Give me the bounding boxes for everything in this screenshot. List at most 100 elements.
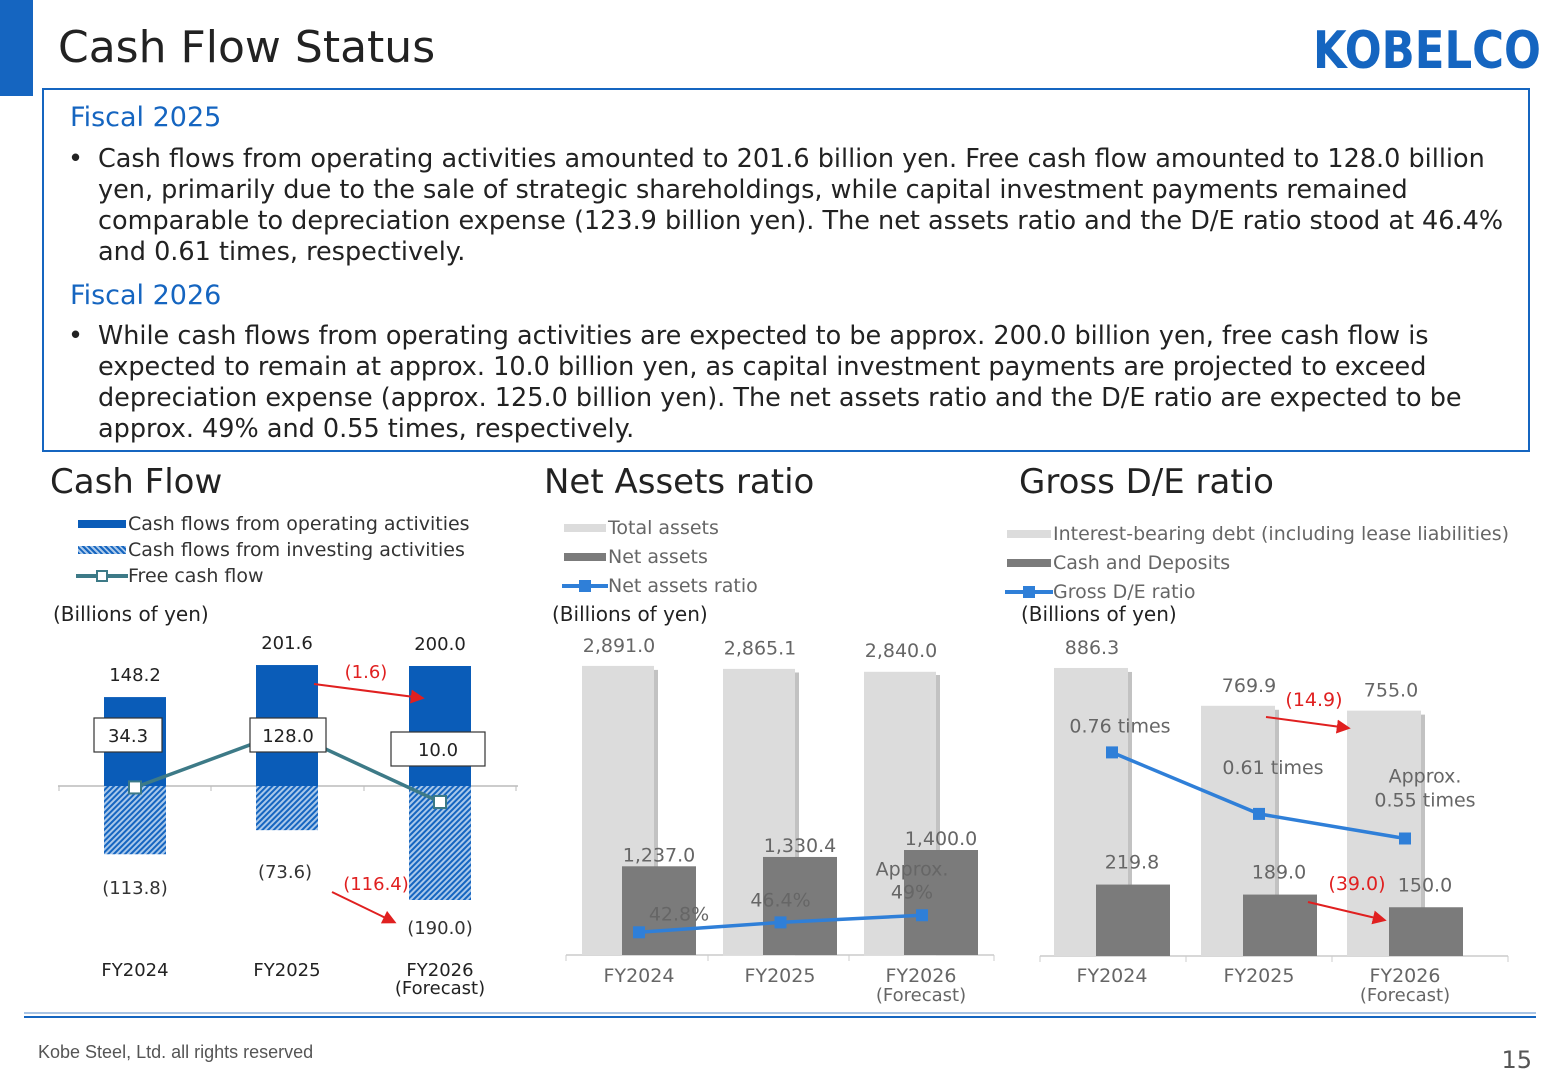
free-cash-flow-point [128,780,142,795]
legend-swatch-debt [1005,521,1053,547]
title-accent-bar [0,0,33,96]
cash-change-label: (39.0) [1328,873,1385,895]
free-cash-flow-label-box [93,717,163,753]
total-assets-bar-shadow [936,675,940,955]
cash-label: 150.0 [1398,874,1452,896]
total-assets-label: 2,840.0 [865,640,938,662]
legend-item-debt: Interest-bearing debt (including lease l… [1005,519,1509,548]
legend-item-operating: Cash flows from operating activities [76,511,470,537]
category-label: FY2025 [1224,965,1295,987]
cash-bar [1096,884,1170,956]
operating-cf-bar [409,666,471,786]
net-assets-ratio-label: 46.4% [750,889,810,911]
svg-text:KOBELCO: KOBELCO [1313,24,1541,74]
net-assets-bar [622,866,696,955]
net-assets-legend: Total assets Net assets Net assets ratio [562,513,758,600]
net-assets-chart: 2,891.0 2,865.1 2,840.0 1,237.0 1,330.4 1,400… [565,635,995,1006]
legend-label-investing: Cash flows from investing activities [128,539,465,561]
change-arrow [313,683,425,704]
legend-item-fcf: Free cash flow [76,563,470,589]
operating-cf-label: 200.0 [414,634,466,655]
legend-label-operating: Cash flows from operating activities [128,513,470,535]
legend-swatch-cash [1005,550,1053,576]
net-assets-ratio-point [633,926,645,939]
cash-flow-title: Cash Flow [50,462,223,502]
category-sublabel: (Forecast) [395,978,485,999]
gross-de-ratio-prefix: Approx. [1389,766,1462,788]
gross-de-chart: 886.3 769.9 755.0 219.8 189.0 150.0 0.76 times… [1039,637,1509,1006]
legend-swatch-fcf [76,563,128,589]
debt-bar-shadow [1128,671,1132,956]
gross-de-legend: Interest-bearing debt (including lease l… [1005,519,1509,606]
cash-flow-units: (Billions of yen) [53,602,209,626]
operating-cf-label: 148.2 [109,665,161,686]
legend-item-investing: Cash flows from investing activities [76,537,470,563]
total-assets-bar-shadow [795,672,799,955]
net-assets-ratio-point [774,916,787,929]
legend-item-cash: Cash and Deposits [1005,548,1509,577]
investing-cf-label: (73.6) [258,862,312,883]
net-assets-bar [904,850,978,955]
net-assets-label: 1,330.4 [764,835,837,857]
legend-label-debt: Interest-bearing debt (including lease l… [1053,522,1510,545]
category-label: FY2026 [886,965,957,987]
total-assets-label: 2,891.0 [583,635,656,657]
page-title: Cash Flow Status [58,22,436,73]
gross-de-ratio-label: 0.61 times [1222,757,1323,779]
free-cash-flow-point [433,795,447,809]
debt-change-label: (14.9) [1285,689,1342,711]
cash-bar [1243,894,1317,956]
investing-cf-change-label: (116.4) [343,874,409,895]
net-assets-label: 1,237.0 [623,844,696,866]
category-label: FY2025 [745,965,816,987]
investing-cf-label: (190.0) [407,918,473,939]
footer-divider [24,1016,1536,1018]
category-label: FY2026 [406,960,473,981]
legend-swatch-investing [76,537,128,563]
category-sublabel: (Forecast) [876,985,966,1006]
debt-label: 755.0 [1364,680,1418,702]
cash-label: 219.8 [1105,852,1159,874]
fiscal-2025-bullet: • Cash flows from operating activities a… [68,144,1508,268]
fiscal-2025-heading: Fiscal 2025 [70,102,222,133]
net-assets-ratio-prefix: Approx. [876,858,949,880]
gross-de-ratio-point [1253,807,1265,820]
gross-de-ratio-point [1106,746,1118,759]
bullet-dot: • [68,321,84,351]
legend-label-total-assets: Total assets [608,516,719,539]
kobelco-logo: KOBELCO [1313,24,1541,74]
category-label: FY2026 [1370,965,1441,987]
net-assets-label: 1,400.0 [905,828,978,850]
category-sublabel: (Forecast) [1360,985,1450,1006]
gross-de-ratio-label: 0.55 times [1374,790,1475,812]
investing-cf-bar [104,786,166,855]
fiscal-2026-heading: Fiscal 2026 [70,280,222,311]
cash-flow-legend: Cash flows from operating activities Cas… [76,511,470,589]
category-label: FY2024 [1077,965,1148,987]
free-cash-flow-label: 128.0 [262,726,314,747]
gross-de-title: Gross D/E ratio [1019,462,1274,502]
page-number: 15 [1501,1046,1532,1074]
legend-label-cash: Cash and Deposits [1053,551,1231,574]
total-assets-label: 2,865.1 [724,637,797,659]
free-cash-flow-label-box [390,731,486,767]
fiscal-2026-text: While cash flows from operating activiti… [98,321,1462,444]
legend-swatch-net-assets [562,544,608,570]
legend-swatch-operating [76,511,128,537]
gross-de-units: (Billions of yen) [1021,602,1177,626]
change-arrow [1307,901,1387,925]
total-assets-bar-shadow [654,669,658,955]
operating-cf-change-label: (1.6) [345,662,388,683]
legend-item-de-ratio: Gross D/E ratio [1005,577,1509,606]
cash-flow-chart: 148.2 201.6 200.0 (113.8) (73.6) (190.0) 34.3 1… [58,633,518,999]
debt-label: 886.3 [1065,637,1119,659]
category-label: FY2024 [101,960,168,981]
legend-item-net-assets-ratio: Net assets ratio [562,571,758,600]
net-assets-title: Net Assets ratio [544,462,815,502]
legend-item-total-assets: Total assets [562,513,758,542]
legend-label-fcf: Free cash flow [128,565,264,587]
fiscal-2025-text: Cash flows from operating activities amo… [98,144,1504,267]
legend-item-net-assets: Net assets [562,542,758,571]
net-assets-ratio-point [916,909,928,922]
bullet-dot: • [68,144,84,174]
